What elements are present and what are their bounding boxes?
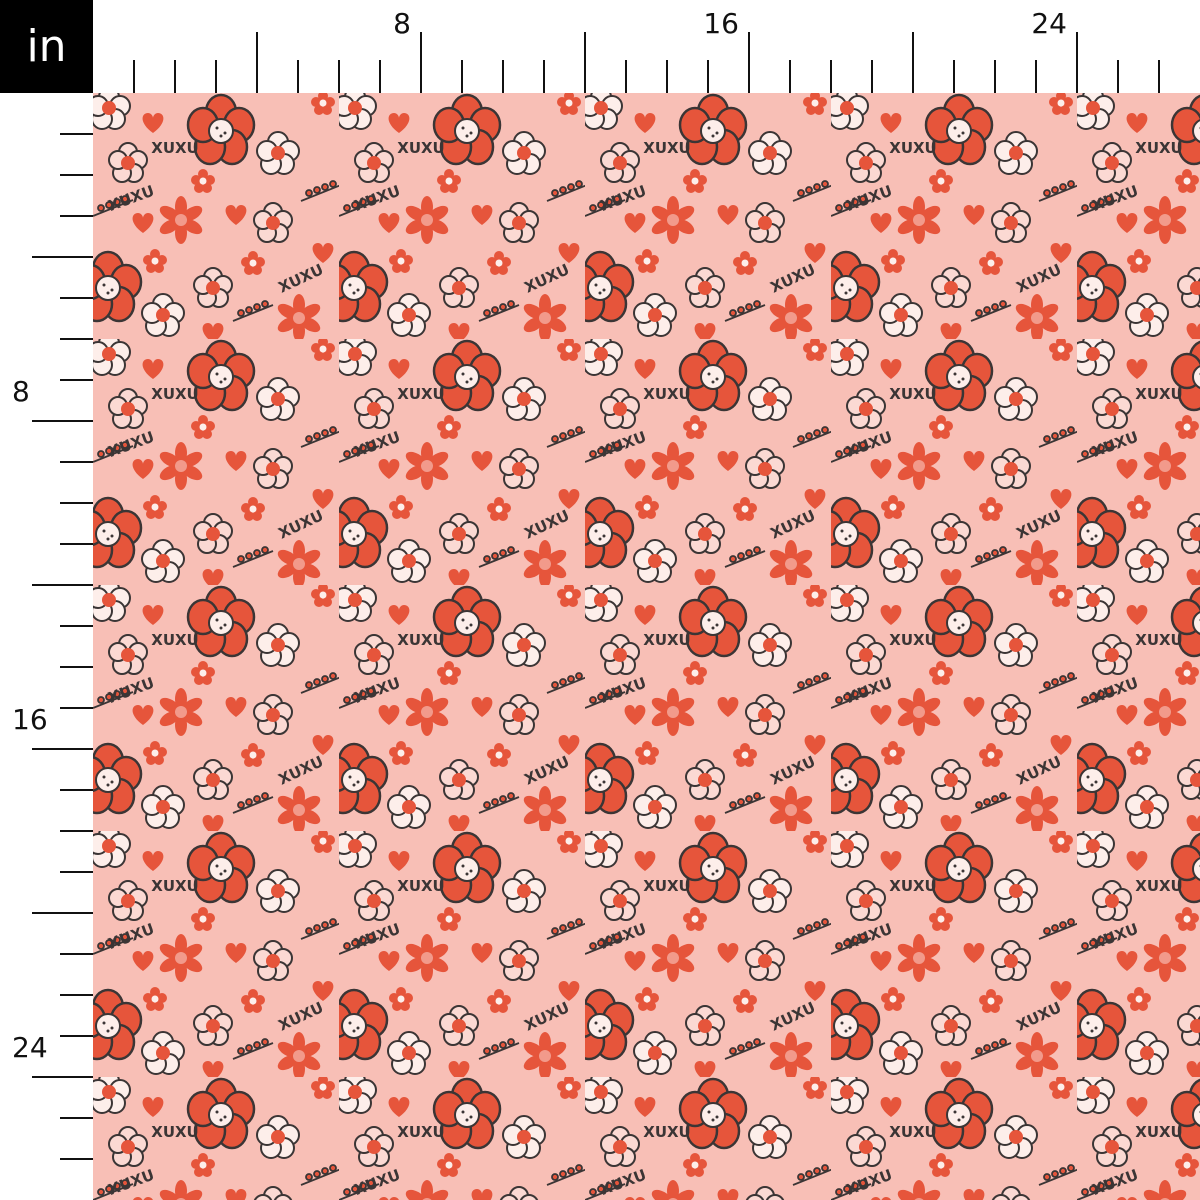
major-tick	[256, 32, 258, 93]
major-tick	[32, 256, 93, 258]
minor-tick	[543, 60, 545, 93]
minor-tick	[871, 60, 873, 93]
xoxo-motif: XUXU	[643, 139, 691, 157]
major-tick	[32, 420, 93, 422]
major-tick	[912, 32, 914, 93]
minor-tick	[60, 215, 93, 217]
xoxo-motif: XUXU	[643, 1123, 691, 1141]
minor-tick	[60, 297, 93, 299]
xoxo-motif: XUXU	[151, 385, 199, 403]
minor-tick	[60, 133, 93, 135]
minor-tick	[174, 60, 176, 93]
xoxo-motif: XUXU	[889, 1123, 937, 1141]
minor-tick	[60, 625, 93, 627]
minor-tick	[60, 953, 93, 955]
minor-tick	[1158, 60, 1160, 93]
fabric-swatch: XUXU XUXU XUXU XUXU XUXU XUXU XUXU XUXU XUXU XUX…	[93, 93, 1200, 1200]
top-ruler: 8 16 24	[93, 0, 1200, 93]
xoxo-motif: XUXU	[397, 385, 445, 403]
minor-tick	[379, 60, 381, 93]
xoxo-motif: XUXU	[397, 139, 445, 157]
major-tick	[584, 32, 586, 93]
xoxo-motif: XUXU	[151, 139, 199, 157]
left-ruler: 8 16 24	[0, 93, 93, 1200]
minor-tick	[215, 60, 217, 93]
minor-tick	[60, 543, 93, 545]
xoxo-motif: XUXU	[643, 385, 691, 403]
minor-tick	[502, 60, 504, 93]
left-ruler-label: 24	[12, 1031, 48, 1064]
xoxo-motif: XUXU	[1135, 385, 1183, 403]
xoxo-motif: XUXU	[151, 1123, 199, 1141]
minor-tick	[60, 1035, 93, 1037]
minor-tick	[1117, 60, 1119, 93]
major-tick	[32, 1076, 93, 1078]
xoxo-motif: XUXU	[397, 877, 445, 895]
xoxo-motif: XUXU	[889, 385, 937, 403]
left-ruler-label: 8	[12, 375, 30, 408]
xoxo-motif: XUXU	[397, 1123, 445, 1141]
minor-tick	[297, 60, 299, 93]
major-tick	[32, 748, 93, 750]
minor-tick	[60, 502, 93, 504]
minor-tick	[60, 1117, 93, 1119]
xoxo-motif: XUXU	[1135, 1123, 1183, 1141]
minor-tick	[830, 60, 832, 93]
xoxo-motif: XUXU	[397, 631, 445, 649]
minor-tick	[625, 60, 627, 93]
minor-tick	[789, 60, 791, 93]
minor-tick	[60, 707, 93, 709]
minor-tick	[994, 60, 996, 93]
minor-tick	[133, 60, 135, 93]
xoxo-motif: XUXU	[643, 631, 691, 649]
major-tick	[748, 32, 750, 93]
minor-tick	[60, 994, 93, 996]
xoxo-motif: XUXU	[151, 877, 199, 895]
minor-tick	[60, 830, 93, 832]
xoxo-motif: XUXU	[889, 877, 937, 895]
minor-tick	[707, 60, 709, 93]
top-ruler-label: 8	[393, 7, 411, 40]
major-tick	[32, 912, 93, 914]
left-ruler-label: 16	[12, 703, 48, 736]
xoxo-motif: XUXU	[151, 631, 199, 649]
major-tick	[1076, 32, 1078, 93]
xoxo-motif: XUXU	[1135, 139, 1183, 157]
minor-tick	[60, 789, 93, 791]
fabric-pattern	[93, 93, 1200, 1200]
minor-tick	[953, 60, 955, 93]
top-ruler-label: 16	[703, 7, 739, 40]
minor-tick	[60, 871, 93, 873]
major-tick	[32, 584, 93, 586]
xoxo-motif: XUXU	[643, 877, 691, 895]
xoxo-motif: XUXU	[1135, 631, 1183, 649]
minor-tick	[338, 60, 340, 93]
major-tick	[420, 32, 422, 93]
minor-tick	[60, 666, 93, 668]
minor-tick	[461, 60, 463, 93]
minor-tick	[1035, 60, 1037, 93]
xoxo-motif: XUXU	[889, 139, 937, 157]
minor-tick	[60, 174, 93, 176]
unit-label: in	[0, 0, 93, 93]
xoxo-motif: XUXU	[1135, 877, 1183, 895]
minor-tick	[666, 60, 668, 93]
minor-tick	[60, 338, 93, 340]
top-ruler-label: 24	[1031, 7, 1067, 40]
minor-tick	[60, 461, 93, 463]
minor-tick	[60, 379, 93, 381]
minor-tick	[60, 1158, 93, 1160]
xoxo-motif: XUXU	[889, 631, 937, 649]
